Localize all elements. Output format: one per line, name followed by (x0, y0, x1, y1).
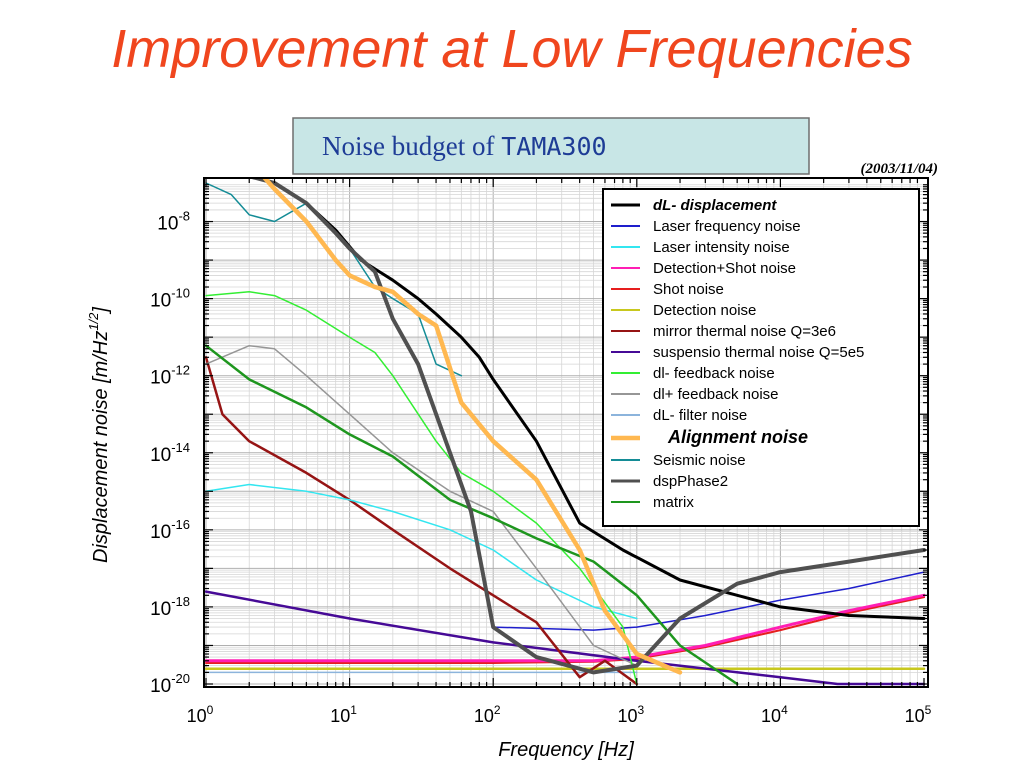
series-line (204, 593, 926, 663)
series-line (204, 356, 639, 686)
y-axis-label-close: ] (90, 307, 112, 315)
x-tick-label: 102 (474, 703, 501, 726)
plot-frame (203, 177, 929, 688)
banner-text-name: TAMA300 (501, 132, 606, 161)
x-tick-exp: 3 (637, 703, 644, 717)
slide-title: Improvement at Low Frequencies (111, 19, 913, 79)
x-tick-exp: 0 (207, 703, 214, 717)
series-group (204, 178, 926, 686)
x-tick-base: 10 (474, 706, 494, 726)
legend-label: suspensio thermal noise Q=5e5 (653, 344, 864, 361)
y-tick-label: 10-20 (150, 671, 190, 697)
banner-box (292, 117, 810, 175)
legend-label: Seismic noise (653, 452, 746, 469)
x-tick-label: 104 (761, 703, 788, 726)
legend: dL- displacement Laser frequency noise Las… (611, 197, 864, 511)
y-axis-label-sup: 1/2 (86, 312, 101, 331)
legend-label: dL- displacement (653, 197, 777, 214)
y-tick-base: 10 (150, 445, 171, 466)
x-tick-exp: 2 (494, 703, 501, 717)
y-tick-exp: -16 (171, 517, 190, 532)
y-tick-exp: -8 (178, 209, 190, 224)
x-tick-exp: 1 (350, 703, 357, 717)
legend-label: Detection noise (653, 302, 756, 319)
legend-label: Laser intensity noise (653, 239, 790, 256)
y-axis-label: Displacement noise [m/Hz1/2] (86, 307, 112, 563)
y-tick-label: 10-10 (150, 286, 190, 312)
series-line (492, 571, 925, 631)
y-tick-base: 10 (150, 676, 171, 697)
series-line (205, 483, 638, 620)
y-tick-label: 10-18 (150, 594, 190, 620)
legend-label: Shot noise (653, 281, 724, 298)
series-line (261, 178, 683, 675)
y-tick-base: 10 (150, 522, 171, 543)
x-tick-exp: 5 (925, 703, 932, 717)
legend-box (602, 188, 920, 527)
x-tick-base: 10 (187, 706, 207, 726)
legend-label: matrix (653, 494, 694, 511)
y-tick-label: 10-14 (150, 440, 190, 466)
series-line (248, 178, 926, 675)
y-tick-base: 10 (150, 599, 171, 620)
x-tick-label: 100 (187, 703, 214, 726)
y-tick-base: 10 (150, 291, 171, 312)
x-tick-label: 101 (330, 703, 357, 726)
y-tick-label: 10-16 (150, 517, 190, 543)
x-tick-label: 105 (905, 703, 932, 726)
y-tick-label: 10-8 (157, 209, 190, 235)
y-tick-exp: -10 (171, 286, 190, 301)
legend-label: dL- filter noise (653, 407, 747, 424)
y-axis-label-main: Displacement noise [m/Hz (90, 331, 112, 563)
legend-label: dl+ feedback noise (653, 386, 779, 403)
series-line (205, 596, 925, 664)
legend-label: Alignment noise (667, 427, 808, 447)
y-tick-exp: -18 (171, 594, 190, 609)
ticks: 100 101 102 103 104 10510-810-1010-1210-1410-… (150, 178, 932, 726)
legend-label: Detection+Shot noise (653, 260, 796, 277)
x-tick-exp: 4 (781, 703, 788, 717)
y-tick-exp: -20 (171, 671, 190, 686)
series-line (205, 344, 638, 667)
legend-label: Laser frequency noise (653, 218, 801, 235)
legend-label: dspPhase2 (653, 473, 728, 490)
x-axis-label: Frequency [Hz] (498, 739, 634, 761)
date-label: (2003/11/04) (861, 161, 939, 177)
series-line (204, 590, 926, 686)
banner-title: Noise budget of TAMA300 (322, 131, 607, 161)
x-tick-base: 10 (761, 706, 781, 726)
y-tick-exp: -12 (171, 363, 190, 378)
y-tick-base: 10 (150, 368, 171, 389)
x-tick-base: 10 (905, 706, 925, 726)
legend-label: mirror thermal noise Q=3e6 (653, 323, 836, 340)
y-tick-label: 10-12 (150, 363, 190, 389)
x-tick-base: 10 (330, 706, 350, 726)
y-tick-exp: -14 (171, 440, 190, 455)
x-tick-label: 103 (617, 703, 644, 726)
x-tick-base: 10 (617, 706, 637, 726)
legend-label: dl- feedback noise (653, 365, 775, 382)
banner-text-prefix: Noise budget of (322, 131, 501, 161)
y-tick-base: 10 (157, 214, 178, 235)
series-line (205, 291, 638, 685)
